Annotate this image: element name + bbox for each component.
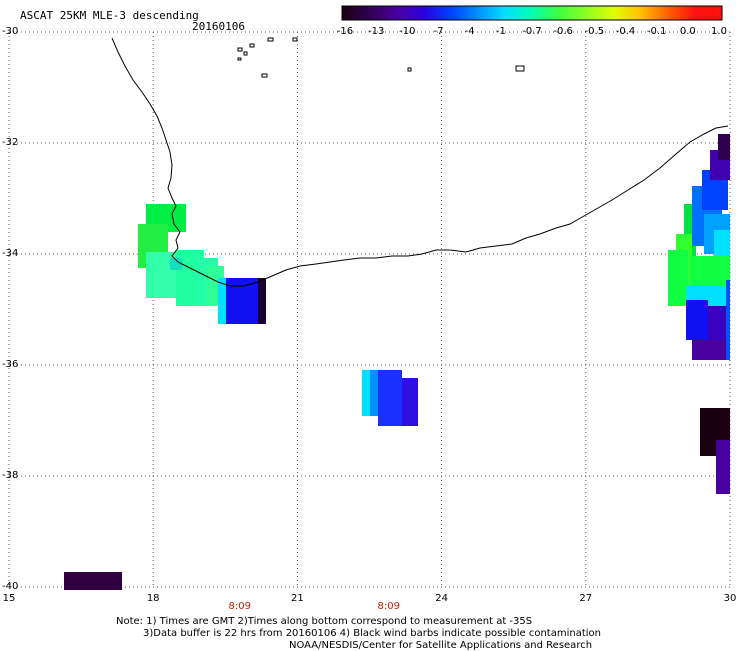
wind-cell [692,340,728,360]
colorbar-tick-label: 1.0 [711,26,727,37]
wind-cell [258,278,266,324]
colorbar-segment [477,6,506,20]
wind-cell [218,278,228,324]
colorbar-tick-label: -4 [464,26,475,37]
colorbar-segment [369,6,397,20]
pass-time-label: 8:09 [377,601,400,612]
longitude-tick-label: 15 [2,593,16,604]
colorbar-segment [504,6,533,20]
date-label: 20160106 [192,20,245,33]
wind-cell [708,306,730,346]
longitude-tick-label: 27 [579,593,593,604]
title: ASCAT 25KM MLE-3 descending [20,9,199,22]
data-swaths [64,134,730,590]
wind-cell [378,370,402,426]
note-line-3: NOAA/NESDIS/Center for Satellite Applica… [289,640,593,651]
longitude-tick-label: 18 [146,593,160,604]
colorbar-segment [559,6,587,20]
colorbar-tick-label: -0.5 [584,26,605,37]
latitude-tick-label: -32 [2,137,19,148]
colorbar-tick-label: 0.0 [679,26,696,37]
colorbar-tick-label: -0.6 [553,26,573,37]
colorbar-tick-label: -10 [399,26,416,37]
wind-cell [668,250,688,306]
colorbar-tick-label: -0.7 [522,26,542,37]
note-line-2: 3)Data buffer is 22 hrs from 20160106 4)… [143,628,601,639]
longitude-tick-label: 21 [291,593,304,604]
wind-cell [370,370,380,416]
colorbar-tick-label: -7 [433,26,444,37]
colorbar-segment [423,6,452,20]
latitude-tick-label: -36 [2,359,19,370]
colorbar-tick-label: -0.1 [646,26,667,37]
wind-cell [170,258,182,270]
colorbar-segment [532,6,560,20]
colorbar-segment [450,6,479,20]
wind-cell [718,134,730,160]
note-line-1: Note: 1) Times are GMT 2)Times along bot… [116,616,533,627]
coastline [111,37,729,287]
latitude-tick-label: -38 [2,470,19,481]
colorbar-segment [694,6,723,20]
longitude-tick-label: 24 [435,593,448,604]
colorbar-segment [640,6,669,20]
colorbar-segment [342,6,370,20]
latitude-tick-label: -30 [2,26,19,37]
wind-cell [64,572,122,590]
colorbar-tick-label: -13 [367,26,385,37]
wind-cell [686,300,708,340]
colorbar-segment [586,6,614,20]
latitude-tick-label: -34 [2,248,19,259]
longitude-tick-label: 30 [723,593,737,604]
wind-cell [362,370,370,416]
wind-cell [714,230,730,260]
wind-cell [226,278,258,324]
colorbar-segment [667,6,696,20]
islands [237,37,525,78]
wind-cell [402,378,418,426]
colorbar-segment [396,6,424,20]
wind-cell [690,256,730,286]
latitude-tick-label: -40 [2,581,19,592]
colorbar [341,5,723,21]
wind-cell [716,440,730,494]
pass-time-label: 8:09 [228,601,251,612]
wind-cell [726,280,730,360]
colorbar-tick-label: -0.4 [615,26,636,37]
colorbar-tick-label: -16 [336,26,354,37]
colorbar-tick-label: -1 [495,26,506,37]
grid-lines [8,31,731,588]
colorbar-segment [613,6,642,20]
